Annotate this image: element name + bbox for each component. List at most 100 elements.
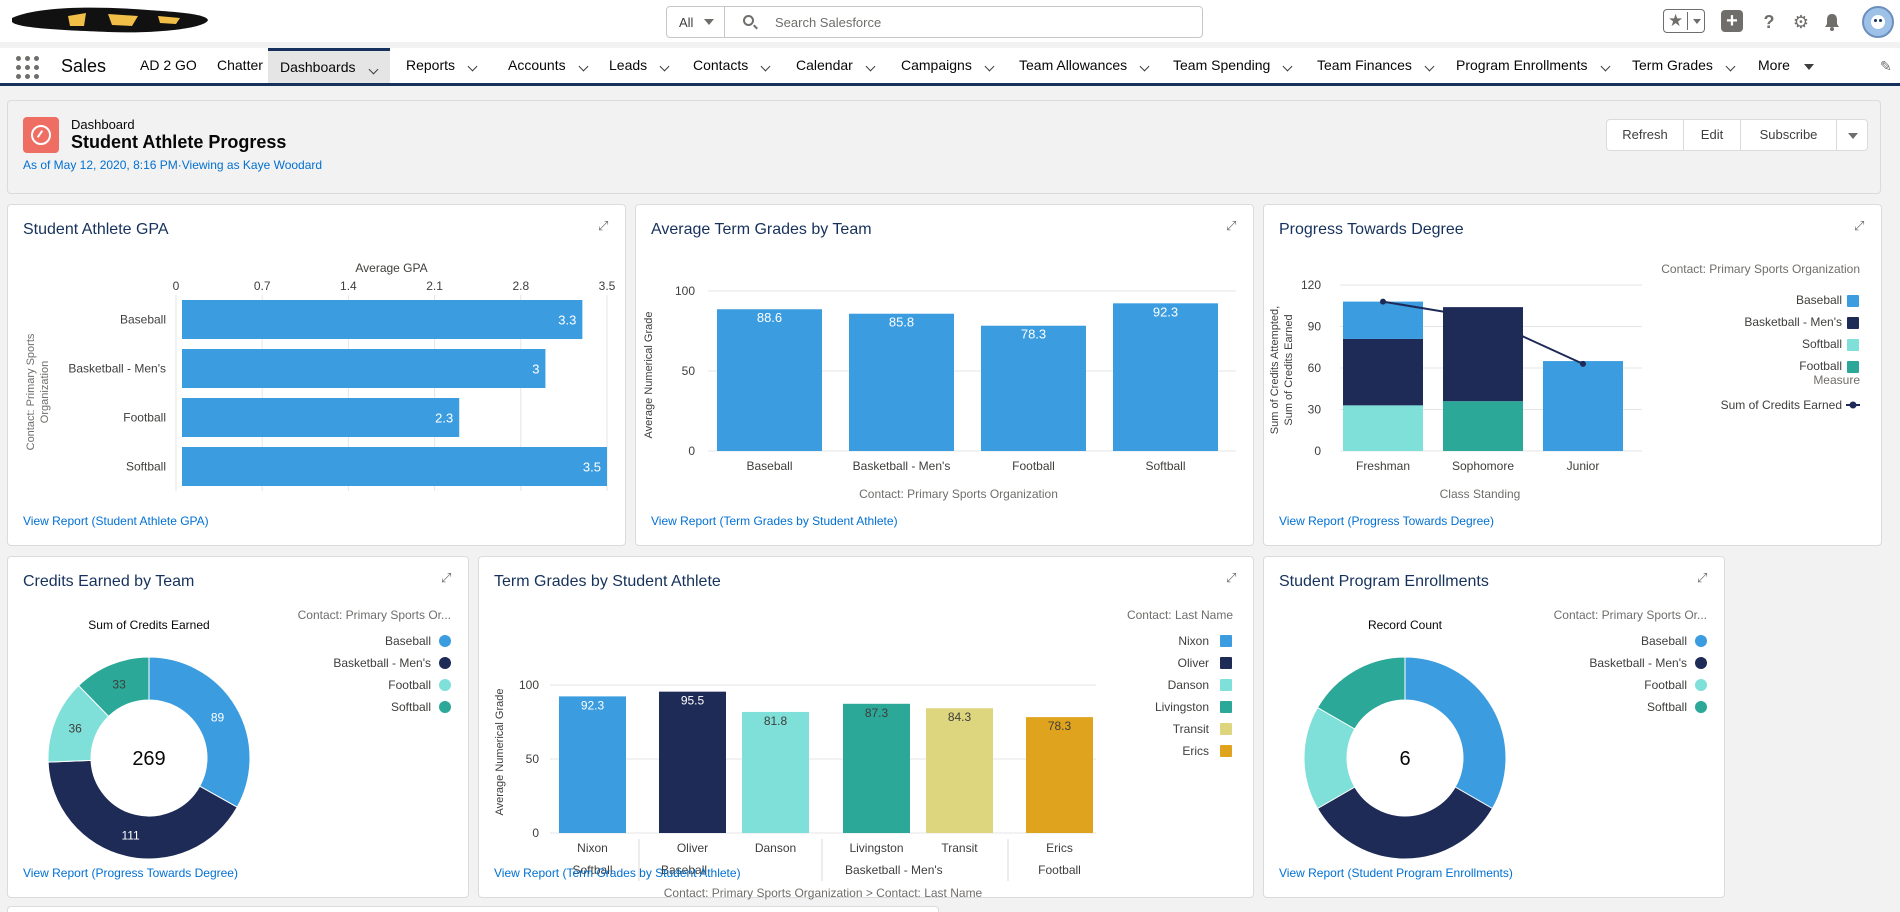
notifications-bell-icon[interactable] [1822, 12, 1842, 32]
legend-label: Baseball [385, 634, 431, 648]
search-scope-select[interactable]: All [667, 7, 725, 37]
nav-tab-calendar[interactable]: Calendar [796, 48, 876, 83]
view-report-link[interactable]: View Report (Term Grades by Student Athl… [494, 866, 741, 880]
x-tick-label: Erics [1046, 841, 1073, 855]
legend-swatch [1220, 679, 1232, 691]
subscribe-button[interactable]: Subscribe [1740, 119, 1837, 151]
nav-tab-leads[interactable]: Leads [609, 48, 670, 83]
data-label: 95.5 [681, 694, 705, 708]
data-label: 78.3 [1021, 327, 1046, 342]
view-report-link[interactable]: View Report (Student Program Enrollments… [1279, 866, 1513, 880]
chevron-down-icon[interactable] [1139, 61, 1150, 72]
nav-tab-accounts[interactable]: Accounts [508, 48, 589, 83]
expand-icon[interactable]: ⤢ [441, 570, 452, 585]
nav-tab-more[interactable]: More [1758, 48, 1814, 83]
chevron-down-icon[interactable] [1725, 61, 1736, 72]
data-label: 92.3 [1153, 304, 1178, 319]
legend-swatch [1847, 361, 1859, 373]
legend-measure-title: Measure [1813, 373, 1860, 387]
chevron-down-icon[interactable] [1424, 61, 1435, 72]
term-grades-bar-chart: 0 50 100 Average Numerical Grade 92.3 Nixon 95… [494, 608, 1233, 900]
widget-title: Progress Towards Degree [1279, 221, 1464, 238]
chevron-down-icon[interactable] [467, 61, 478, 72]
nav-tab-team-spending[interactable]: Team Spending [1173, 48, 1293, 83]
user-avatar[interactable] [1862, 6, 1894, 38]
x-tick-label: Football [1012, 459, 1055, 473]
chevron-down-icon[interactable] [1600, 61, 1610, 72]
x-axis-title: Contact: Primary Sports Organization [859, 487, 1058, 501]
setup-gear-icon[interactable]: ⚙ [1792, 12, 1810, 32]
refresh-button[interactable]: Refresh [1606, 119, 1684, 151]
legend-title: Contact: Primary Sports Or... [1554, 608, 1707, 622]
help-icon[interactable]: ? [1763, 12, 1775, 32]
nav-tab-ad-2-go[interactable]: AD 2 GO [140, 48, 197, 83]
search-input[interactable] [775, 11, 1185, 33]
dashboard-eyebrow: Dashboard [71, 117, 135, 132]
legend-label: Danson [1168, 678, 1209, 692]
expand-icon[interactable]: ⤢ [1854, 218, 1865, 233]
org-logo[interactable] [8, 4, 212, 36]
nav-tab-contacts[interactable]: Contacts [693, 48, 771, 83]
chevron-down-icon[interactable] [659, 61, 670, 72]
chevron-down-icon[interactable] [1693, 19, 1701, 24]
nav-tab-label: Dashboards [280, 59, 356, 75]
expand-icon[interactable]: ⤢ [1226, 570, 1237, 585]
view-report-link[interactable]: View Report (Progress Towards Degree) [23, 866, 238, 880]
nav-tab-reports[interactable]: Reports [406, 48, 478, 83]
y-axis-title: Contact: Primary Sports Organization [25, 333, 51, 450]
x-tick-label: Oliver [677, 841, 708, 855]
app-launcher-icon[interactable] [16, 56, 40, 80]
dashboard-icon [23, 117, 59, 153]
add-icon[interactable]: + [1721, 10, 1743, 32]
nav-tab-campaigns[interactable]: Campaigns [901, 48, 995, 83]
nav-tab-program-enrollments[interactable]: Program Enrollments [1456, 48, 1610, 83]
line-point [1580, 360, 1586, 367]
x-tick-label: Sophomore [1452, 459, 1514, 473]
more-actions-dropdown[interactable] [1836, 119, 1868, 151]
legend-label: Basketball - Men's [1589, 656, 1687, 670]
nav-tab-team-finances[interactable]: Team Finances [1317, 48, 1435, 83]
bar [559, 696, 626, 833]
chevron-down-icon[interactable] [1282, 61, 1293, 72]
data-label: 85.8 [889, 315, 914, 330]
widget-term-grades-by-athlete: Term Grades by Student Athlete ⤢ 0 50 100 A… [478, 556, 1254, 900]
edit-button[interactable]: Edit [1683, 119, 1741, 151]
nav-tab-chatter[interactable]: Chatter [217, 48, 263, 83]
legend-swatch [439, 657, 451, 669]
view-report-link[interactable]: View Report (Student Athlete GPA) [23, 514, 209, 528]
chevron-down-icon[interactable] [865, 61, 876, 72]
app-name: Sales [61, 56, 107, 76]
x-tick-label: Basketball - Men's [853, 459, 951, 473]
legend-label: Softball [1802, 337, 1842, 351]
star-icon: ★ [1668, 11, 1684, 30]
data-label: 84.3 [948, 710, 972, 724]
nav-tab-label: Team Finances [1317, 57, 1412, 73]
data-label: 78.3 [1048, 719, 1072, 733]
nav-tab-team-allowances[interactable]: Team Allowances [1019, 48, 1150, 83]
expand-icon[interactable]: ⤢ [1697, 570, 1708, 585]
view-report-link[interactable]: View Report (Progress Towards Degree) [1279, 514, 1494, 528]
edit-nav-pencil-icon[interactable]: ✎ [1880, 58, 1892, 74]
line-point [1480, 315, 1486, 322]
nav-tab-term-grades[interactable]: Term Grades [1632, 48, 1736, 83]
chevron-down-icon[interactable] [984, 61, 995, 72]
expand-icon[interactable]: ⤢ [598, 218, 609, 233]
chevron-down-icon[interactable] [760, 61, 771, 72]
legend-label: Softball [1647, 700, 1687, 714]
y-axis-title-line: Sum of Credits Attempted, [1269, 306, 1281, 434]
legend-swatch [439, 679, 451, 691]
more-caret-icon[interactable] [1803, 64, 1814, 70]
legend-label: Basketball - Men's [333, 656, 431, 670]
favorites-button[interactable]: ★ [1663, 9, 1705, 33]
enrollments-donut-chart: Record Count 6 Contact: Primary Sports Or.… [1303, 608, 1707, 860]
view-report-link[interactable]: View Report (Term Grades by Student Athl… [651, 514, 898, 528]
expand-icon[interactable]: ⤢ [1226, 218, 1237, 233]
x-tick-label: Danson [755, 841, 796, 855]
nav-tab-dashboards[interactable]: Dashboards [268, 48, 390, 83]
chevron-down-icon[interactable] [368, 64, 378, 75]
x-tick-label: Baseball [746, 459, 792, 473]
chevron-down-icon[interactable] [578, 61, 589, 72]
x-tick-label: 0 [173, 279, 180, 293]
bar [182, 398, 460, 437]
legend-swatch [1695, 657, 1707, 669]
